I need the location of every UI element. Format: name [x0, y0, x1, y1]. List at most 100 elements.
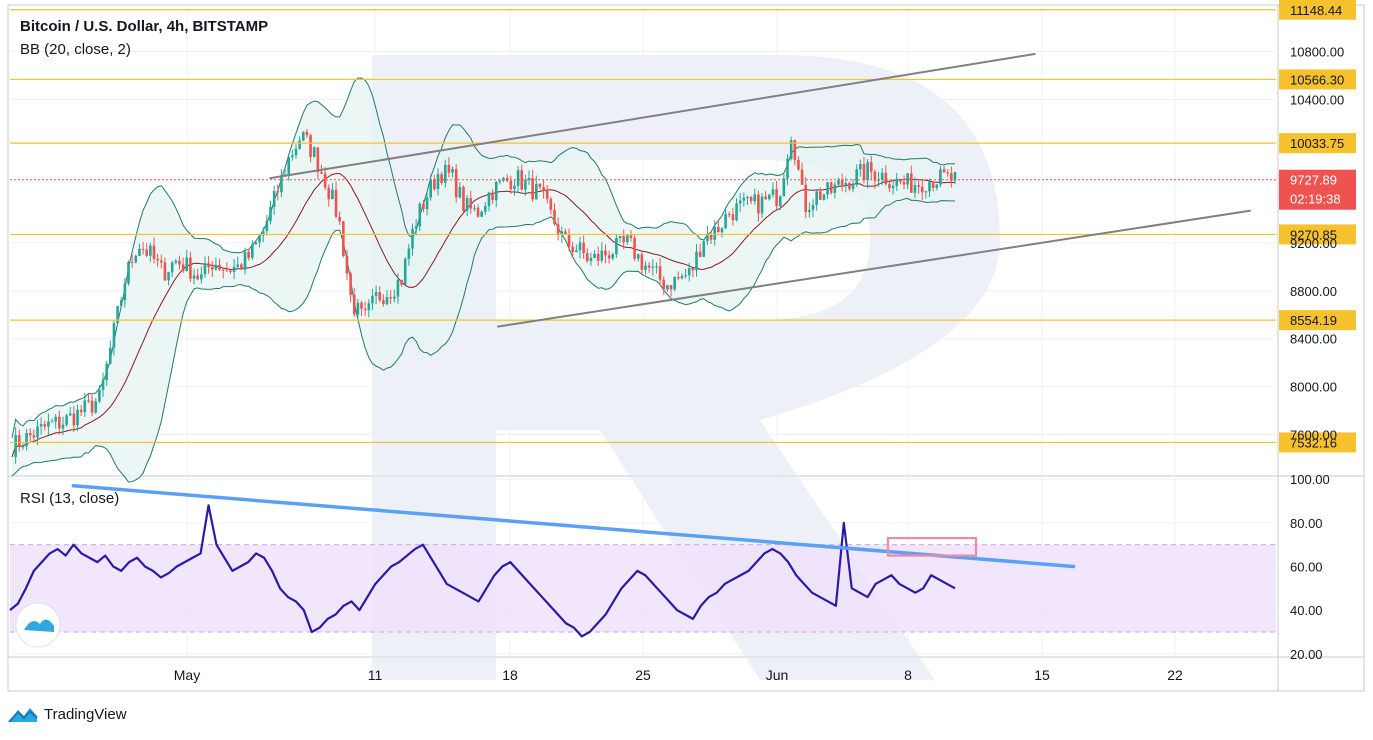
candle-body — [855, 169, 858, 184]
candle-body — [735, 203, 738, 221]
candle-body — [465, 198, 469, 211]
candle-body — [316, 147, 320, 172]
candle-body — [702, 241, 706, 257]
candle-body — [720, 228, 724, 233]
rsi-axis: 100.00 80.00 60.00 40.00 20.00 — [1290, 472, 1330, 662]
candle-body — [935, 184, 939, 188]
candle-body — [615, 238, 618, 255]
candle-body — [622, 236, 625, 243]
candle-body — [564, 231, 567, 235]
candle-body — [582, 242, 585, 254]
candle-body — [374, 292, 378, 296]
candle-body — [221, 269, 225, 271]
candle-body — [338, 216, 341, 222]
trend-line-upper-channel — [269, 52, 1036, 180]
candle-body — [181, 264, 185, 272]
candle-body — [141, 248, 145, 250]
candle-body — [345, 256, 349, 274]
candle-body — [709, 234, 713, 240]
candle-body — [236, 264, 240, 267]
candle-body — [924, 191, 928, 193]
candle-body — [61, 424, 65, 429]
candle-body — [939, 169, 942, 185]
price-axis-label: 8000.00 — [1290, 379, 1337, 394]
candle-body — [138, 248, 141, 256]
footer-brand[interactable]: TradingView — [44, 705, 127, 723]
chart-logo-button[interactable] — [15, 602, 61, 648]
candle-body — [25, 433, 28, 447]
candle-body — [676, 277, 680, 279]
candle-body — [786, 158, 789, 179]
candle-body — [687, 268, 691, 276]
candle-body — [575, 250, 578, 253]
rsi-band-fill — [10, 544, 1276, 632]
candle-body — [917, 185, 920, 187]
candle-body — [862, 164, 866, 181]
candle-body — [920, 186, 924, 193]
candle-body — [400, 279, 403, 285]
candle-body — [32, 435, 36, 438]
candle-body — [658, 266, 662, 280]
candle-body — [407, 248, 411, 259]
candle-body — [367, 303, 371, 311]
candle-body — [218, 264, 221, 270]
candle-body — [804, 184, 808, 213]
candle-body — [829, 182, 833, 193]
candle-body — [534, 183, 538, 200]
candle-body — [72, 413, 76, 426]
candle-body — [429, 179, 433, 198]
candle-body — [443, 164, 447, 183]
candle-body — [389, 297, 392, 299]
candle-body — [571, 246, 575, 253]
candle-body — [170, 262, 174, 273]
candle-body — [411, 228, 414, 249]
candle-body — [454, 169, 458, 198]
candle-body — [192, 275, 196, 279]
candle-body — [87, 400, 90, 402]
rsi-line — [9, 504, 956, 638]
candle-body — [640, 254, 644, 270]
candle-body — [666, 285, 669, 290]
candle-body — [210, 267, 214, 270]
candle-body — [301, 131, 305, 141]
candle-body — [913, 185, 917, 193]
time-axis-label: 15 — [1034, 667, 1050, 683]
candle-body — [822, 194, 826, 200]
candle-body — [778, 196, 782, 207]
level-badge — [1279, 0, 1356, 20]
price-axis-label: 10400.00 — [1290, 92, 1344, 107]
level-value: 10033.75 — [1290, 136, 1344, 151]
candle-body — [691, 268, 695, 271]
candle-body — [309, 135, 312, 157]
candle-body — [39, 424, 43, 427]
candle-body — [629, 235, 633, 238]
candle-body — [636, 254, 640, 259]
candle-body — [727, 213, 731, 215]
candle-body — [859, 164, 862, 170]
candle-body — [498, 180, 502, 182]
cloud-icon — [24, 619, 54, 632]
trend-lines — [269, 52, 1251, 328]
level-value: 10566.30 — [1290, 72, 1344, 87]
candle-body — [808, 209, 811, 213]
candle-body — [247, 251, 250, 258]
candle-body — [869, 162, 873, 172]
candle-body — [942, 169, 946, 173]
tradingview-logo-icon[interactable] — [8, 704, 38, 724]
candle-body — [494, 181, 498, 201]
candle-body — [771, 189, 775, 195]
candle-body — [54, 416, 57, 422]
candle-body — [833, 184, 837, 193]
time-axis: May 11 18 25 Jun 8 15 22 — [174, 667, 1183, 683]
chart-title: Bitcoin / U.S. Dollar, 4h, BITSTAMP — [20, 18, 268, 35]
candle-body — [189, 257, 192, 279]
candle-body — [36, 426, 39, 438]
price-axis-label: 9200.00 — [1290, 236, 1337, 251]
candle-body — [269, 206, 272, 222]
candle-body — [793, 140, 797, 160]
time-axis-label: 8 — [904, 667, 912, 683]
rsi-highlight-box — [886, 537, 978, 557]
candle-body — [167, 272, 170, 281]
current-price-value: 9727.89 — [1290, 173, 1337, 188]
candle-body — [291, 155, 294, 158]
